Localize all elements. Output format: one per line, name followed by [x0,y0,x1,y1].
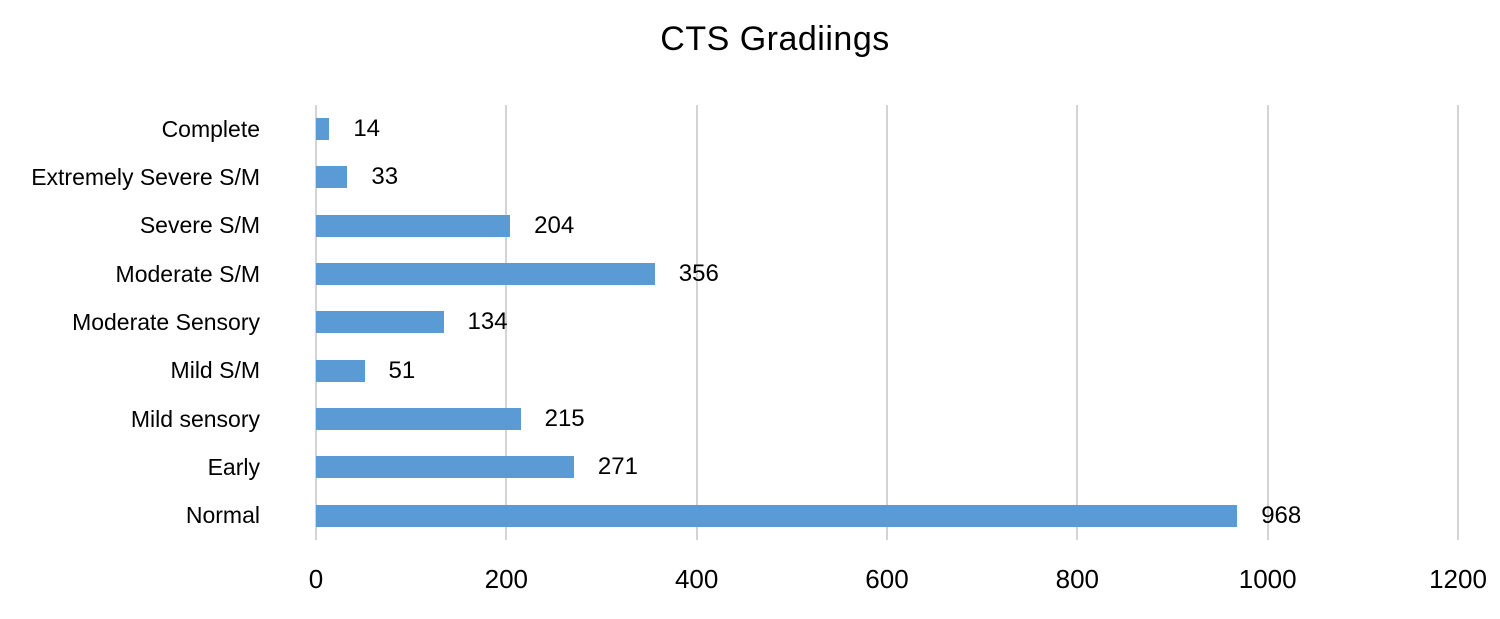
bar-row: 968 [316,492,1458,540]
x-tick-label-1200: 1200 [1429,564,1487,594]
gridline-200 [505,105,508,540]
gridline-400 [695,105,698,540]
bar-value-label: 215 [544,405,585,433]
bar-row: 14 [316,105,1458,153]
gridline-1000 [1266,105,1269,540]
bar-row: 215 [316,395,1458,443]
bar-mild-sensory [316,408,521,431]
x-tick-label-0: 0 [308,564,324,594]
category-label-moderate-sensory: Moderate Sensory [72,309,260,335]
bar-severe-s-m [316,214,511,237]
gridline-1200 [1457,105,1459,540]
x-axis: 0 200 400 600 800 1000 1200 [0,564,1500,598]
bar-extremely-severe-s-m [316,166,348,189]
x-tick-label-400: 400 [674,564,719,594]
bar-normal [316,504,1238,527]
category-label-extremely-severe-s-m: Extremely Severe S/M [31,164,260,190]
bar-value-label: 33 [371,163,399,191]
category-label-moderate-s-m: Moderate S/M [115,260,260,287]
bar-row: 51 [316,347,1458,395]
plot-area: 14 33 204 356 134 51 215 271 968 [315,105,1459,540]
category-label-complete: Complete [161,115,260,142]
bar-value-label: 356 [678,260,719,288]
category-label-mild-sensory: Mild sensory [130,405,260,432]
bar-complete [316,118,330,141]
gridline-800 [1076,105,1079,540]
bar-row: 134 [316,298,1458,346]
bar-moderate-sensory [316,311,444,334]
bar-value-label: 271 [597,453,638,481]
x-tick-label-200: 200 [484,564,529,594]
chart-title: CTS Gradiings [660,20,890,58]
bar-row: 356 [316,250,1458,298]
bar-moderate-s-m [316,263,655,286]
x-tick-label-1000: 1000 [1238,564,1297,594]
bar-row: 33 [316,153,1458,201]
bar-value-label: 968 [1261,501,1302,529]
category-label-severe-s-m: Severe S/M [139,212,260,239]
category-label-early: Early [207,454,260,480]
x-tick-label-800: 800 [1055,564,1100,594]
x-tick-label-600: 600 [865,564,909,594]
bar-row: 271 [316,443,1458,491]
bar-value-label: 204 [534,211,575,239]
bar-value-label: 51 [388,356,416,384]
gridline-600 [886,105,888,540]
bar-value-label: 14 [353,115,381,143]
bar-value-label: 134 [467,308,508,336]
bar-mild-s-m [316,359,365,382]
category-label-mild-s-m: Mild S/M [170,357,260,384]
y-axis-labels: Complete Extremely Severe S/M Severe S/M Mo… [0,105,288,540]
bar-row: 204 [316,202,1458,250]
category-label-normal: Normal [185,502,260,529]
bar-early [316,456,574,479]
